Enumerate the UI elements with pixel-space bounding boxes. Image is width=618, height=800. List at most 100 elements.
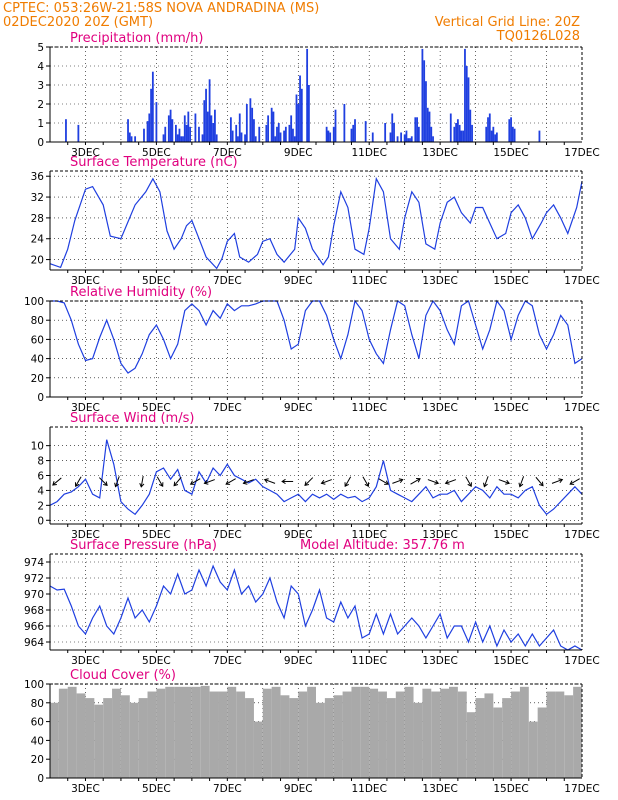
precip-bar	[77, 124, 80, 142]
precip-bar	[308, 85, 310, 142]
precip-bar	[155, 102, 158, 142]
wind-arrow-head	[539, 481, 544, 487]
precip-bar	[329, 132, 332, 142]
precip-bar	[494, 134, 497, 142]
wind-arrow-head	[344, 482, 349, 488]
cloud-bar	[58, 688, 68, 778]
cloud-cover-xtick-label: 9DEC	[284, 783, 313, 795]
precipitation-title: Precipitation (mm/h)	[70, 31, 203, 46]
wind-arrow-head	[569, 480, 575, 485]
precipitation-ytick-label: 0	[37, 137, 44, 149]
pressure-xtick-label: 3DEC	[71, 655, 100, 667]
precip-bar	[134, 136, 137, 142]
wind-arrow-shaft	[535, 476, 544, 487]
wind-xtick-label: 17DEC	[564, 529, 599, 541]
cloud-cover-ytick-label: 80	[31, 698, 44, 710]
precip-bar	[297, 104, 300, 142]
pressure-xtick-label: 9DEC	[284, 655, 313, 667]
precip-bar	[300, 88, 303, 142]
humidity-ytick-label: 40	[31, 354, 44, 366]
precip-bar	[178, 128, 181, 142]
wind-arrow-head	[416, 478, 421, 483]
precip-bar	[403, 134, 406, 142]
precip-bar	[455, 123, 457, 142]
cloud-bar	[511, 691, 520, 778]
cloud-cover-ytick-label: 60	[31, 717, 44, 729]
precip-bar	[488, 113, 491, 142]
wind-panel: Surface Wind (m/s) 0 2 4 6 8 10 3DEC 5DEC 7DEC 9DE…	[31, 411, 600, 541]
precip-bar	[508, 119, 511, 142]
wind-arrow-shaft	[445, 479, 457, 484]
precip-bar	[327, 130, 330, 142]
cloud-cover-ytick-label: 40	[31, 735, 44, 747]
wind-arrow-shaft	[465, 476, 472, 487]
cloud-bar	[546, 691, 556, 778]
precip-bar	[251, 107, 254, 142]
temperature-ytick-label: 32	[31, 192, 44, 204]
cloud-bar	[333, 695, 343, 778]
temperature-xtick-label: 17DEC	[564, 275, 599, 287]
wind-arrow-shaft	[483, 476, 489, 487]
wind-ytick-label: 8	[37, 456, 44, 468]
precip-bar	[371, 132, 374, 142]
precip-bar	[283, 130, 285, 142]
precip-bar	[409, 138, 411, 142]
precip-bar	[162, 134, 165, 142]
humidity-xtick-label: 15DEC	[493, 402, 528, 414]
wind-arrow-head	[263, 478, 269, 484]
precipitation-ytick-label: 3	[37, 80, 44, 92]
precip-bar	[416, 117, 418, 142]
wind-arrow-shaft	[427, 479, 439, 484]
humidity-xtick-label: 11DEC	[351, 402, 386, 414]
wind-arrow-shaft	[190, 478, 201, 485]
humidity-xtick-label: 7DEC	[213, 402, 242, 414]
pressure-panel: Surface Pressure (hPa) Model Altitude: 35…	[24, 538, 600, 667]
cloud-cover-xtick-label: 13DEC	[422, 783, 457, 795]
wind-xtick-label: 13DEC	[422, 529, 457, 541]
precip-bar	[180, 136, 183, 142]
wind-xtick-label: 7DEC	[213, 529, 242, 541]
pressure-xtick-label: 5DEC	[142, 655, 171, 667]
precip-bar	[428, 111, 431, 142]
wind-arrow-head	[444, 479, 450, 485]
cloud-cover-title: Cloud Cover (%)	[70, 668, 176, 683]
precip-bar	[231, 130, 234, 142]
precipitation-ytick-label: 5	[37, 42, 44, 54]
wind-arrow-shaft	[264, 479, 276, 484]
cloud-bar	[475, 698, 485, 778]
precip-bar	[306, 48, 309, 142]
precip-bar	[513, 128, 516, 142]
cloud-cover-xtick-label: 17DEC	[564, 783, 599, 795]
precip-bar	[425, 81, 427, 142]
precipitation-ytick-label: 2	[37, 99, 44, 111]
cloud-bar	[378, 691, 387, 778]
wind-arrow-shaft	[304, 477, 314, 486]
precip-bar	[334, 109, 337, 142]
cloud-bar	[413, 702, 423, 778]
precip-bar	[274, 136, 277, 142]
precip-bar	[167, 115, 170, 142]
precipitation-xtick-label: 7DEC	[213, 147, 242, 159]
wind-arrow-shaft	[321, 479, 332, 484]
cloud-bar	[112, 688, 121, 778]
wind-arrow-shaft	[362, 476, 369, 487]
cloud-bar	[484, 693, 494, 778]
cloud-bar	[67, 686, 77, 778]
precip-bar	[249, 98, 252, 142]
pressure-title: Surface Pressure (hPa)	[70, 538, 217, 553]
precip-bar	[456, 119, 459, 142]
humidity-title: Relative Humidity (%)	[70, 285, 212, 300]
precipitation-ytick-label: 4	[37, 61, 44, 73]
wind-arrow-head	[434, 479, 440, 485]
wind-xtick-label: 5DEC	[142, 529, 171, 541]
precip-bar	[405, 130, 408, 142]
cloud-bar	[386, 698, 396, 778]
cloud-bar	[76, 693, 86, 778]
cloud-bar	[555, 691, 565, 778]
precip-bar	[171, 119, 174, 142]
precip-bar	[391, 113, 394, 142]
precip-bar	[343, 104, 346, 142]
precip-bar	[400, 132, 403, 142]
precip-bar	[185, 124, 188, 142]
precip-bar	[238, 113, 241, 142]
